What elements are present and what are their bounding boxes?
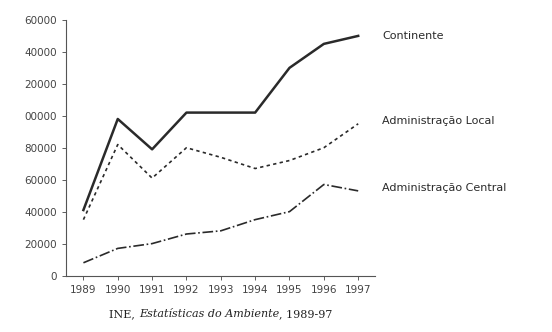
Text: Administração Central: Administração Central	[383, 183, 507, 193]
Text: INE,: INE,	[109, 309, 139, 319]
Text: Continente: Continente	[383, 31, 444, 41]
Text: , 1989-97: , 1989-97	[279, 309, 332, 319]
Text: Estatísticas do Ambiente: Estatísticas do Ambiente	[139, 309, 279, 319]
Text: Administração Local: Administração Local	[383, 116, 495, 125]
